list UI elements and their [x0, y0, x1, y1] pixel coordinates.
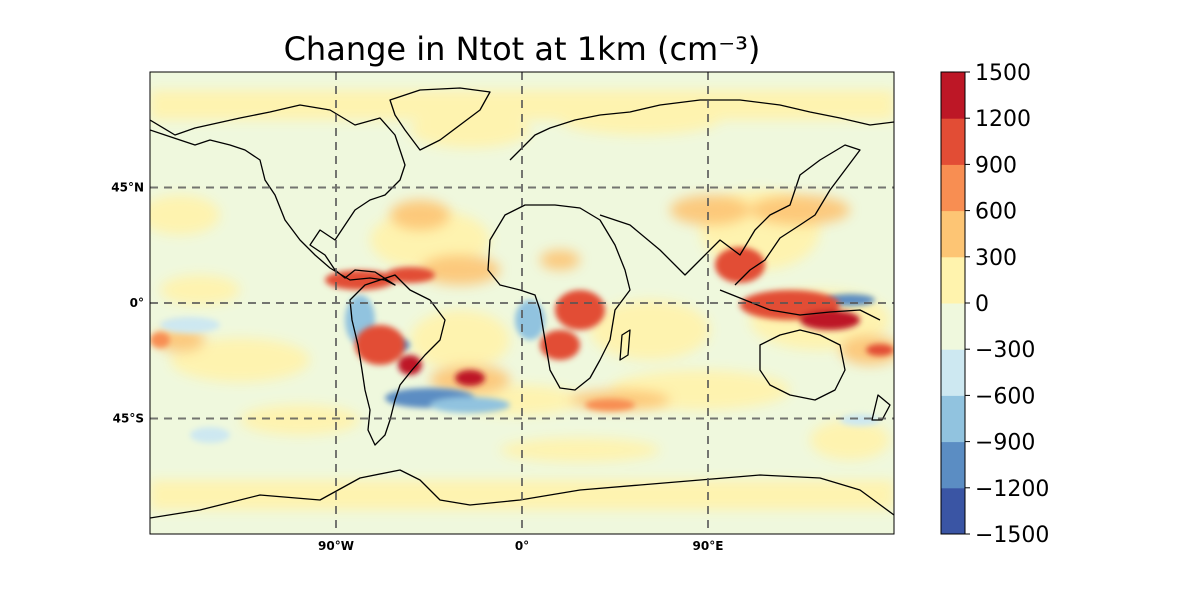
colorbar-swatch	[941, 72, 965, 119]
colorbar: 1500 1200 900 600 300 0 −300 −600 −900 −1200 −1500	[940, 61, 1049, 548]
colorbar-tick-label: −1500	[975, 523, 1049, 548]
colorbar-tick-label: −600	[975, 384, 1035, 409]
colorbar-tick-label: −1200	[975, 477, 1049, 502]
lon-axis-labels: 90°W 0° 90°E	[318, 539, 723, 553]
coastline-europe	[509, 99, 894, 161]
lon-label-90w: 90°W	[318, 539, 354, 553]
map-plot-area	[150, 72, 894, 534]
colorbar-swatch	[941, 395, 965, 443]
colorbar-swatch	[941, 256, 965, 304]
contour-fill-red	[150, 247, 894, 411]
colorbar-swatch	[941, 487, 965, 535]
coastline-asia	[599, 144, 861, 286]
gridlines	[150, 72, 894, 534]
coastline-greenland	[389, 87, 491, 151]
contour-fill-orange	[155, 195, 894, 410]
coastlines	[150, 87, 894, 519]
colorbar-swatch	[941, 164, 965, 212]
colorbar-swatch	[941, 210, 965, 258]
lon-label-90e: 90°E	[693, 539, 724, 553]
coastline-africa	[487, 204, 631, 391]
colorbar-tick-label: 0	[975, 292, 989, 317]
coastline-south-america	[349, 274, 446, 446]
coastline-antarctica	[150, 469, 894, 519]
coastline-madagascar	[619, 329, 631, 361]
lon-label-0: 0°	[515, 539, 529, 553]
coastline-maritime-continent	[719, 289, 881, 321]
map-frame	[149, 71, 895, 535]
coastline-north-america	[150, 104, 406, 286]
colorbar-tick-label: 900	[975, 153, 1017, 178]
colorbar-tick-label: −900	[975, 431, 1035, 456]
colorbar-tick-label: 1500	[975, 61, 1031, 86]
colorbar-tick-label: 1200	[975, 107, 1031, 132]
colorbar-tick-label: −300	[975, 338, 1035, 363]
lat-label-45n: 45°N	[111, 181, 144, 195]
colorbar-tick-label: 300	[975, 246, 1017, 271]
colorbar-swatch	[941, 349, 965, 396]
coastline-australia	[759, 329, 846, 401]
lat-label-45s: 45°S	[113, 412, 144, 426]
lat-label-0: 0°	[130, 296, 144, 310]
contour-fill-blue	[160, 294, 880, 443]
coastline-new-zealand	[871, 394, 891, 421]
colorbar-swatch	[941, 118, 965, 165]
map-title: Change in Ntot at 1km (cm⁻³)	[283, 30, 761, 68]
colorbar-swatch	[941, 303, 965, 350]
colorbar-tick-label: 600	[975, 200, 1017, 225]
colorbar-swatch	[941, 441, 965, 489]
lat-axis-labels: 45°N 0° 45°S	[111, 181, 144, 426]
